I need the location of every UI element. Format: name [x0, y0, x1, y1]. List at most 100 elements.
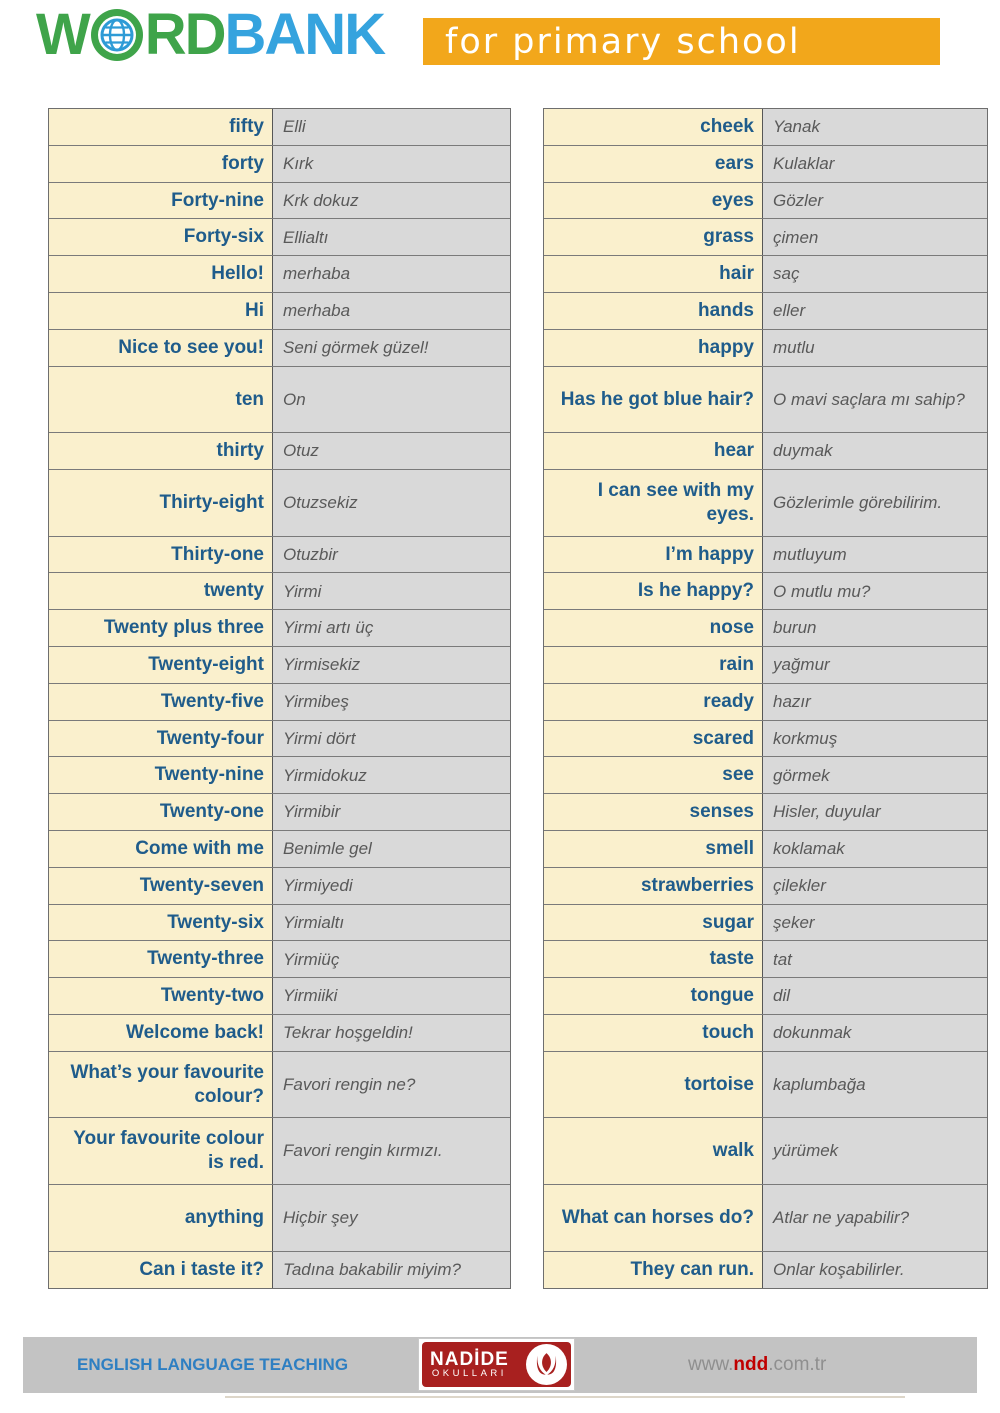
vocab-row: I’m happy mutluyum: [544, 536, 987, 574]
vocab-row: ready hazır: [544, 683, 987, 721]
turkish-translation: duymak: [763, 433, 987, 469]
vocab-row: anything Hiçbir şey: [49, 1184, 510, 1252]
bottom-divider: [225, 1396, 905, 1398]
vocab-row: taste tat: [544, 941, 987, 979]
english-term: They can run.: [544, 1251, 763, 1289]
logo-name: NADİDE: [430, 1348, 509, 1370]
english-term: ears: [544, 145, 763, 182]
english-term: grass: [544, 219, 763, 256]
vocab-row: hair saç: [544, 256, 987, 293]
turkish-translation: Gözlerimle görebilirim.: [763, 469, 987, 536]
turkish-translation: korkmuş: [763, 720, 987, 757]
vocab-row: eyes Gözler: [544, 182, 987, 220]
turkish-translation: Hisler, duyular: [763, 794, 987, 830]
turkish-translation: Yirmibir: [273, 794, 510, 830]
english-term: Come with me: [49, 830, 273, 867]
vocab-row: Twenty-eight Yirmisekiz: [49, 646, 510, 684]
globe-icon: [90, 9, 143, 61]
turkish-translation: Seni görmek güzel!: [273, 329, 510, 366]
vocab-row: What’s your favourite colour? Favori reng…: [49, 1051, 510, 1119]
turkish-translation: Kırk: [273, 145, 510, 182]
vocab-row: ears Kulaklar: [544, 145, 987, 183]
turkish-translation: çimen: [763, 219, 987, 256]
english-term: twenty: [49, 573, 273, 610]
vocab-row: Hello! merhaba: [49, 256, 510, 293]
turkish-translation: tat: [763, 941, 987, 978]
vocab-row: Come with me Benimle gel: [49, 830, 510, 868]
english-term: Twenty-six: [49, 904, 273, 941]
vocab-row: twenty Yirmi: [49, 573, 510, 611]
english-term: senses: [544, 794, 763, 830]
logo-subname: OKULLARI: [431, 1368, 507, 1380]
turkish-translation: dokunmak: [763, 1014, 987, 1051]
turkish-translation: Yirmiyedi: [273, 867, 510, 904]
turkish-translation: Otuzsekiz: [273, 469, 510, 536]
url-suffix: .com.tr: [768, 1354, 827, 1375]
turkish-translation: O mavi saçlara mı sahip?: [763, 366, 987, 433]
english-term: Thirty-one: [49, 536, 273, 573]
turkish-translation: Favori rengin kırmızı.: [273, 1118, 510, 1184]
vocab-row: Twenty-nine Yirmidokuz: [49, 757, 510, 795]
english-term: What can horses do?: [544, 1184, 763, 1251]
turkish-translation: On: [273, 366, 510, 433]
turkish-translation: Tadına bakabilir miyim?: [273, 1251, 510, 1289]
vocab-row: Forty-six Ellialtı: [49, 219, 510, 257]
brand-word-rd: RD: [144, 2, 227, 67]
turkish-translation: Favori rengin ne?: [273, 1051, 510, 1118]
english-term: Twenty-four: [49, 720, 273, 757]
english-term: Twenty-seven: [49, 867, 273, 904]
vocab-row: Twenty-one Yirmibir: [49, 794, 510, 831]
turkish-translation: Yirmi dört: [273, 720, 510, 757]
vocab-row: Can i taste it? Tadına bakabilir miyim?: [49, 1251, 510, 1289]
vocab-row: walk yürümek: [544, 1118, 987, 1185]
vocab-row: hands eller: [544, 292, 987, 330]
vocab-row: scared korkmuş: [544, 720, 987, 758]
turkish-translation: Otuzbir: [273, 536, 510, 573]
vocab-row: Forty-nine Krk dokuz: [49, 182, 510, 220]
english-term: Is he happy?: [544, 573, 763, 610]
turkish-translation: mutlu: [763, 329, 987, 366]
english-term: nose: [544, 610, 763, 646]
turkish-translation: Yirmialtı: [273, 904, 510, 941]
vocab-row: I can see with my eyes. Gözlerimle görebi…: [544, 469, 987, 537]
english-term: Can i taste it?: [49, 1251, 273, 1289]
english-term: hair: [544, 256, 763, 292]
vocab-row: senses Hisler, duyular: [544, 794, 987, 831]
english-term: scared: [544, 720, 763, 757]
vocab-row: grass çimen: [544, 219, 987, 257]
english-term: ten: [49, 366, 273, 433]
turkish-translation: şeker: [763, 904, 987, 941]
vocab-row: ten On: [49, 366, 510, 434]
turkish-translation: burun: [763, 610, 987, 646]
turkish-translation: Yirmiüç: [273, 941, 510, 978]
turkish-translation: Onlar koşabilirler.: [763, 1251, 987, 1289]
turkish-translation: Yirmisekiz: [273, 646, 510, 683]
english-term: I can see with my eyes.: [544, 469, 763, 536]
vocab-row: Twenty-six Yirmialtı: [49, 904, 510, 942]
brand-word-bank: BANK: [224, 2, 387, 67]
english-term: hear: [544, 433, 763, 469]
english-term: Twenty plus three: [49, 610, 273, 646]
english-term: Twenty-two: [49, 978, 273, 1014]
english-term: forty: [49, 145, 273, 182]
vocab-row: hear duymak: [544, 433, 987, 470]
english-term: Your favourite colour is red.: [49, 1118, 273, 1184]
english-term: Thirty-eight: [49, 469, 273, 536]
english-term: hands: [544, 292, 763, 329]
wordbank-logo: W RD BANK: [36, 2, 387, 67]
english-term: thirty: [49, 433, 273, 469]
logo-text: NADİDE OKULLARI: [430, 1348, 509, 1380]
english-term: What’s your favourite colour?: [49, 1051, 273, 1118]
vocab-row: forty Kırk: [49, 145, 510, 183]
english-term: Twenty-three: [49, 941, 273, 978]
english-term: tortoise: [544, 1051, 763, 1118]
brand-word-w: W: [36, 2, 91, 67]
turkish-translation: merhaba: [273, 256, 510, 292]
english-term: walk: [544, 1118, 763, 1184]
turkish-translation: Elli: [273, 109, 510, 145]
english-term: smell: [544, 830, 763, 867]
vocab-row: nose burun: [544, 610, 987, 647]
turkish-translation: Krk dokuz: [273, 182, 510, 219]
turkish-translation: O mutlu mu?: [763, 573, 987, 610]
